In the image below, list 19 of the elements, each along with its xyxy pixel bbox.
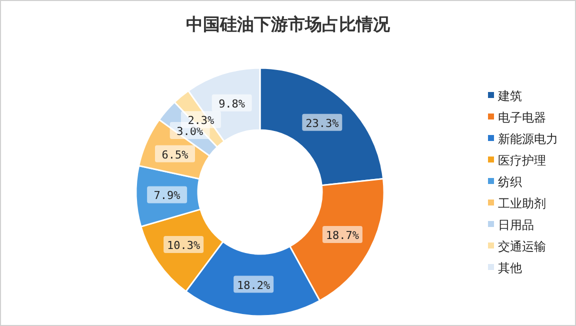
data-label: 10.3% — [167, 238, 201, 252]
legend-label: 工业助剂 — [498, 196, 546, 210]
legend-label: 建筑 — [497, 89, 522, 103]
legend-label: 医疗护理 — [498, 154, 546, 168]
legend-label: 电子电器 — [498, 110, 546, 124]
chart-title: 中国硅油下游市场占比情况 — [186, 15, 391, 35]
legend-label: 纺织 — [498, 175, 522, 189]
legend-label: 其他 — [498, 261, 522, 275]
data-label: 7.9% — [154, 189, 181, 202]
data-label: 18.2% — [237, 278, 271, 292]
data-label: 6.5% — [162, 148, 189, 162]
data-label: 23.3% — [306, 116, 340, 130]
data-label: 3.0% — [176, 124, 204, 138]
legend-label: 日用品 — [498, 218, 534, 232]
data-label: 2.3% — [188, 114, 215, 128]
data-label: 9.8% — [218, 97, 246, 110]
data-label: 18.7% — [326, 229, 360, 242]
legend-label: 交通运输 — [498, 240, 546, 254]
legend-label: 新能源电力 — [498, 132, 558, 146]
